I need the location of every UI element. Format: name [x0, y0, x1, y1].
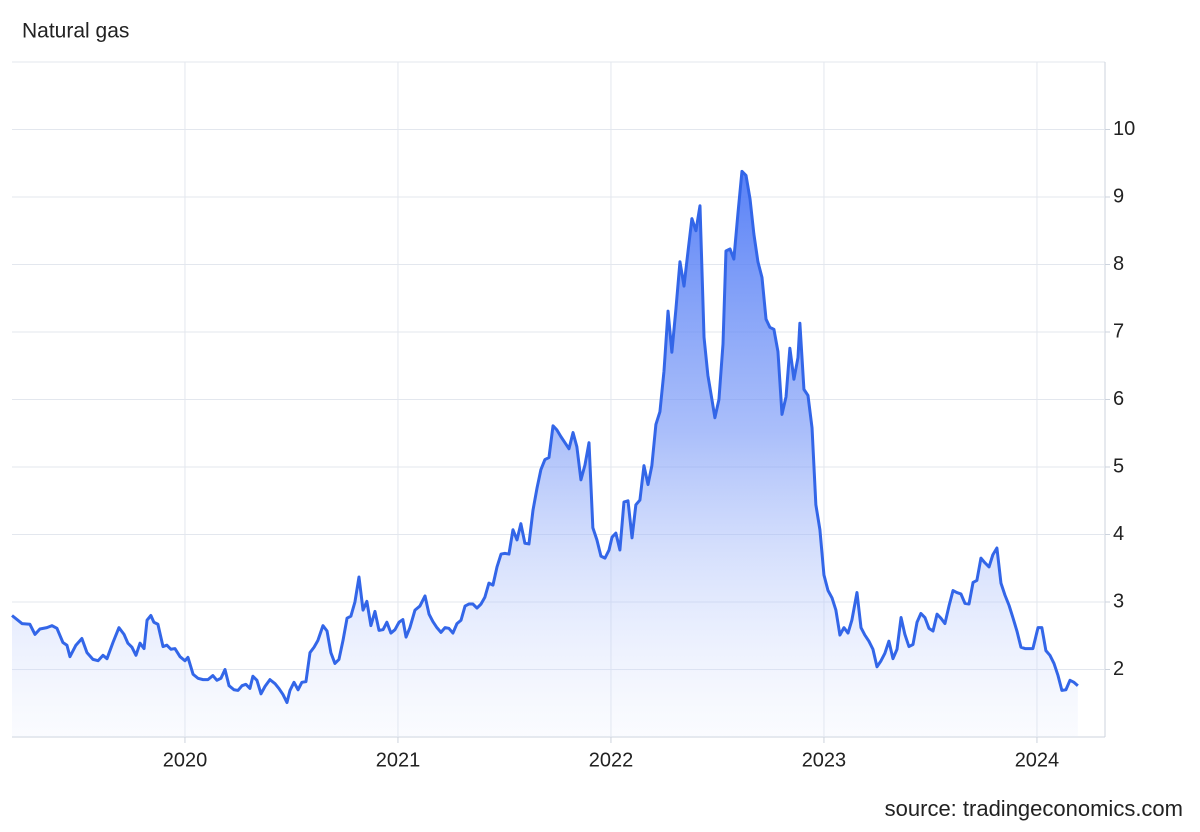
y-tick-label: 7: [1113, 320, 1124, 342]
y-tick-label: 5: [1113, 455, 1124, 477]
x-tick-label: 2024: [1015, 749, 1060, 771]
x-tick-label: 2021: [376, 749, 421, 771]
x-tick-label: 2020: [163, 749, 208, 771]
chart-title: Natural gas: [22, 20, 129, 43]
series-line: [11, 169, 1079, 705]
source-note: source: tradingeconomics.com: [885, 796, 1183, 821]
x-tick-label: 2022: [589, 749, 634, 771]
y-tick-label: 9: [1113, 185, 1124, 207]
y-tick-label: 3: [1113, 590, 1124, 612]
y-tick-label: 10: [1113, 118, 1135, 140]
area-fill: [12, 171, 1078, 738]
x-tick-label: 2023: [802, 749, 847, 771]
y-tick-label: 8: [1113, 253, 1124, 275]
y-tick-label: 6: [1113, 388, 1124, 410]
y-tick-label: 4: [1113, 523, 1124, 545]
y-tick-label: 2: [1113, 658, 1124, 680]
